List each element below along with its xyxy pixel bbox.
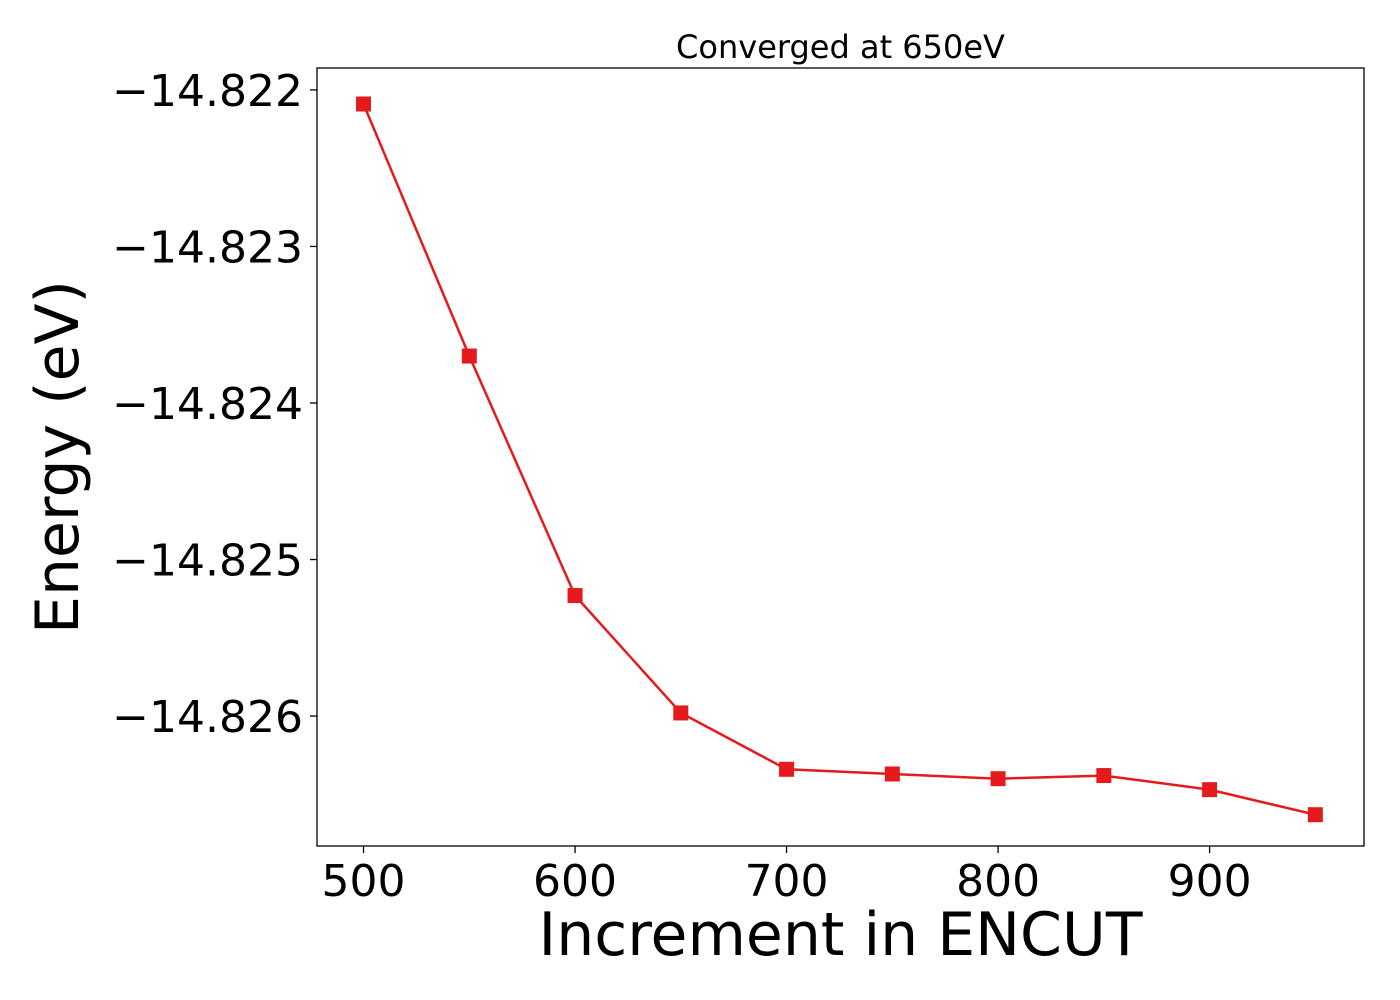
data-point-marker: [990, 771, 1006, 787]
x-tick-label: 700: [745, 856, 829, 907]
data-point-marker: [779, 761, 795, 777]
plot-area-frame: [316, 67, 1365, 847]
data-point-marker: [567, 588, 583, 604]
series-layer: [356, 96, 1323, 823]
data-point-marker: [1202, 782, 1218, 798]
data-point-marker: [1307, 807, 1323, 823]
data-point-marker: [356, 96, 372, 112]
x-tick-label: 900: [1168, 856, 1252, 907]
chart-title: Converged at 650eV: [676, 28, 1005, 66]
y-axis-ticks: −14.822 −14.823 −14.824 −14.825 −14.826: [112, 66, 317, 743]
x-tick-label: 800: [956, 856, 1040, 907]
data-point-marker: [673, 705, 689, 721]
y-tick-label: −14.823: [112, 222, 303, 273]
data-point-marker: [884, 766, 900, 782]
y-tick-label: −14.824: [112, 379, 303, 430]
y-tick-label: −14.826: [112, 692, 303, 743]
data-point-marker: [1096, 768, 1112, 784]
y-tick-label: −14.822: [112, 66, 303, 117]
series-line: [362, 103, 1316, 816]
x-axis-ticks: 500 600 700 800 900: [322, 846, 1252, 907]
y-tick-label: −14.825: [112, 536, 303, 587]
x-tick-label: 500: [322, 856, 406, 907]
y-axis-title: Energy (eV): [23, 280, 93, 634]
x-tick-label: 600: [533, 856, 617, 907]
x-axis-title: Increment in ENCUT: [539, 900, 1143, 970]
data-point-marker: [461, 348, 477, 364]
